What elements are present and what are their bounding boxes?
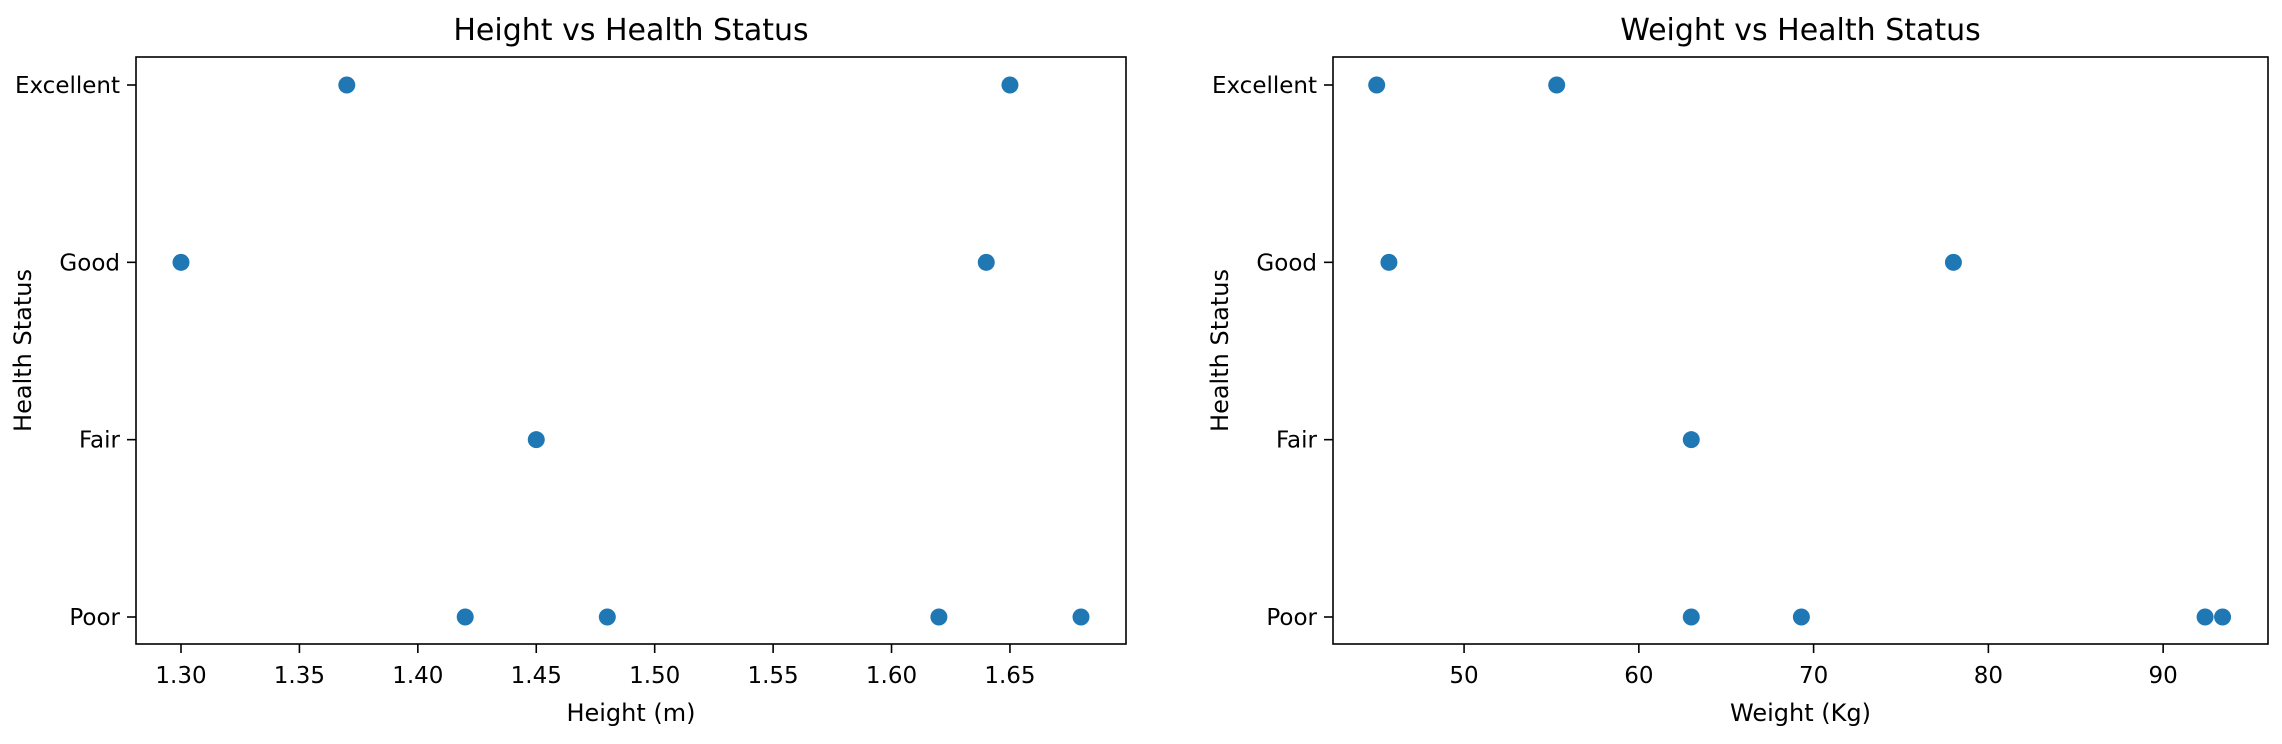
chart-title: Height vs Health Status: [453, 13, 808, 48]
data-point: [1368, 76, 1386, 94]
data-point: [2214, 608, 2232, 626]
y-tick-label: Poor: [1266, 605, 1317, 631]
x-tick-label: 80: [1974, 663, 2003, 689]
data-point: [1380, 253, 1398, 271]
data-point: [1944, 253, 1962, 271]
plot-frame: [1332, 56, 2269, 645]
chart-panel-1: Height vs Health Status 1.30 1.35 1.40 1.45 1…: [9, 13, 1127, 727]
y-tick-label: Good: [59, 250, 120, 276]
y-tick-label: Good: [1256, 250, 1317, 276]
x-tick-label: 1.50: [629, 663, 680, 689]
x-tick-label: 1.30: [155, 663, 206, 689]
plot-frame: [135, 56, 1127, 645]
y-tick-label: Excellent: [15, 73, 120, 99]
data-point: [456, 608, 474, 626]
data-point: [1548, 76, 1566, 94]
chart-panel-2: Weight vs Health Status 50 60 70 80 90 Poor Fai…: [1206, 13, 2269, 727]
data-point: [172, 253, 190, 271]
data-point: [1001, 76, 1019, 94]
x-tick-label: 70: [1799, 663, 1828, 689]
x-axis-label: Height (m): [566, 699, 695, 727]
y-tick-label: Poor: [69, 605, 120, 631]
data-point: [1072, 608, 1090, 626]
x-tick-label: 50: [1449, 663, 1478, 689]
x-tick-label: 1.65: [984, 663, 1035, 689]
data-point: [1682, 431, 1700, 449]
x-tick-label: 90: [2148, 663, 2177, 689]
y-tick-label: Excellent: [1212, 73, 1317, 99]
data-point: [598, 608, 616, 626]
x-tick-label: 1.35: [274, 663, 325, 689]
chart-title: Weight vs Health Status: [1620, 13, 1981, 48]
data-point: [1682, 608, 1700, 626]
y-tick-label: Fair: [1276, 428, 1318, 454]
data-point: [1792, 608, 1810, 626]
data-point: [2196, 608, 2214, 626]
x-tick-label: 1.40: [392, 663, 443, 689]
x-tick-label: 1.55: [747, 663, 798, 689]
data-point: [338, 76, 356, 94]
x-tick-label: 60: [1624, 663, 1653, 689]
data-point: [977, 253, 995, 271]
x-tick-label: 1.60: [866, 663, 917, 689]
y-tick-label: Fair: [79, 428, 121, 454]
x-axis-label: Weight (Kg): [1730, 699, 1871, 727]
data-point: [930, 608, 948, 626]
y-axis-label: Health Status: [9, 269, 37, 432]
y-axis-label: Health Status: [1206, 269, 1234, 432]
data-point: [527, 431, 545, 449]
x-tick-label: 1.45: [511, 663, 562, 689]
